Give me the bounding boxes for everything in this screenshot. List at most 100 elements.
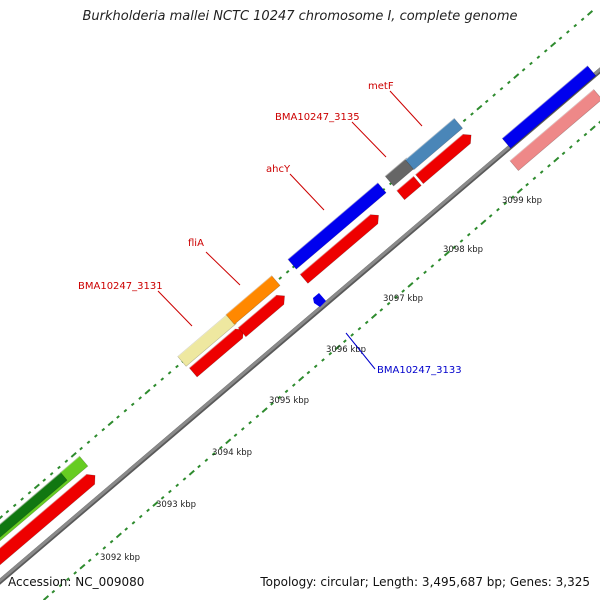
scale-tick-inner — [576, 138, 580, 143]
cds-bar — [0, 474, 96, 566]
scale-tick-outer — [507, 80, 511, 85]
gene-label-leader — [157, 290, 193, 327]
scale-tick-outer — [175, 364, 179, 369]
scale-tick-outer — [101, 427, 106, 432]
cds-bar — [188, 328, 244, 378]
scale-tick-outer — [484, 99, 489, 104]
scale-tick-outer — [86, 440, 91, 445]
scale-tick-inner — [459, 239, 464, 243]
scale-tick-inner — [51, 589, 56, 594]
scale-tick-inner — [437, 257, 442, 262]
gene-bar-right-pink — [509, 88, 600, 172]
scale-tick-inner — [168, 489, 172, 494]
scale-tick-outer — [160, 377, 165, 381]
scale-tick-inner — [539, 170, 544, 174]
scale-tick-inner — [401, 289, 406, 293]
gene-bar-bma10247-3131 — [177, 313, 237, 367]
scale-tick-inner — [503, 201, 508, 206]
scale-tick-outer — [285, 270, 290, 274]
gene-bar-flia-highlight — [225, 275, 273, 315]
cds-bar — [396, 175, 422, 201]
scale-tick-inner — [532, 176, 537, 181]
gene-label: metF — [368, 81, 394, 92]
map-title: Burkholderia mallei NCTC 10247 chromosom… — [82, 9, 518, 24]
scale-tick-outer — [566, 30, 570, 34]
scale-tick-inner — [270, 402, 274, 406]
scale-tick-inner — [370, 313, 378, 320]
scale-tick-inner — [225, 438, 232, 445]
scale-tick-outer — [64, 459, 69, 463]
gene-bar-ahcy-highlight — [287, 182, 379, 260]
scale-tick-inner — [160, 495, 165, 500]
gene-bar-left-green-highlight — [0, 455, 80, 525]
scale-tick-inner — [452, 245, 457, 250]
gene-bar-flia — [225, 275, 281, 325]
scale-label: 3098 kbp — [443, 245, 483, 255]
scale-tick-inner — [233, 433, 238, 437]
gene-label: BMA10247_3131 — [78, 281, 163, 292]
genome-summary: Topology: circular; Length: 3,495,687 bp… — [260, 575, 590, 589]
scale-tick-outer — [130, 402, 135, 407]
cds-bar-highlight — [415, 133, 464, 175]
scale-tick-outer — [12, 503, 17, 508]
scale-tick-outer — [144, 388, 151, 395]
gene-bar-bma10247-3131-highlight — [177, 313, 229, 357]
scale-tick-inner — [598, 120, 600, 124]
scale-tick-inner — [73, 571, 78, 575]
scale-tick-outer — [57, 465, 61, 470]
gene-label-leader — [389, 90, 423, 127]
gene-bar-right-pink-highlight — [509, 88, 595, 162]
scale-tick-outer — [123, 408, 128, 413]
scale-tick-inner — [66, 577, 70, 582]
gene-label: fliA — [188, 238, 204, 249]
scale-tick-inner — [131, 521, 136, 525]
scale-tick-inner — [423, 270, 427, 275]
scale-tick-inner — [152, 501, 159, 507]
scale-tick-outer — [138, 396, 142, 400]
scale-tick-inner — [466, 232, 471, 237]
scale-tick-outer — [70, 452, 77, 458]
cds-bar-highlight — [299, 214, 371, 275]
scale-tick-inner — [407, 281, 414, 288]
gene-bar-metf — [405, 117, 463, 171]
cds-bar-highlight — [188, 328, 236, 369]
scale-tick-outer — [5, 509, 10, 514]
scale-tick-inner — [516, 188, 523, 194]
scale-tick-inner — [394, 295, 398, 300]
scale-tick-outer — [521, 68, 526, 72]
accession-label: Accession: NC_009080 — [8, 575, 145, 589]
scale-tick-outer — [513, 73, 520, 79]
scale-tick-outer — [42, 478, 47, 482]
scale-tick-inner — [474, 226, 478, 231]
scale-tick-outer — [27, 490, 32, 495]
scale-tick-inner — [277, 395, 282, 400]
cds-bar — [237, 294, 285, 338]
gene-label: BMA10247_3133 — [377, 365, 462, 376]
scale-label: 3095 kbp — [269, 396, 309, 406]
scale-tick-inner — [583, 132, 588, 137]
scale-tick-outer — [167, 371, 172, 375]
gene-label-leader — [205, 251, 241, 286]
gene-bar-right — [501, 65, 597, 149]
scale-label: 3097 kbp — [383, 294, 423, 304]
scale-tick-inner — [321, 358, 325, 362]
gene-bar-ahcy — [287, 182, 387, 270]
scale-tick-inner — [248, 420, 252, 425]
scale-tick-outer — [278, 276, 283, 280]
scale-tick-outer — [550, 41, 557, 48]
scale-tick-inner — [291, 383, 296, 387]
scale-tick-inner — [480, 219, 487, 226]
cds-bar-highlight — [396, 175, 414, 192]
scale-tick-inner — [219, 445, 223, 450]
gene-bar-bma10247-3133 — [313, 293, 326, 307]
gene-bar-metf-highlight — [405, 117, 455, 161]
scale-tick-inner — [386, 301, 391, 306]
backbone-line — [0, 67, 600, 583]
scale-tick-outer — [558, 36, 563, 41]
scale-tick-inner — [510, 195, 515, 199]
scale-tick-outer — [462, 118, 467, 123]
scale-tick-outer — [529, 61, 533, 66]
scale-tick-inner — [240, 427, 245, 431]
scale-tick-inner — [188, 469, 195, 476]
scale-tick-inner — [175, 483, 180, 488]
